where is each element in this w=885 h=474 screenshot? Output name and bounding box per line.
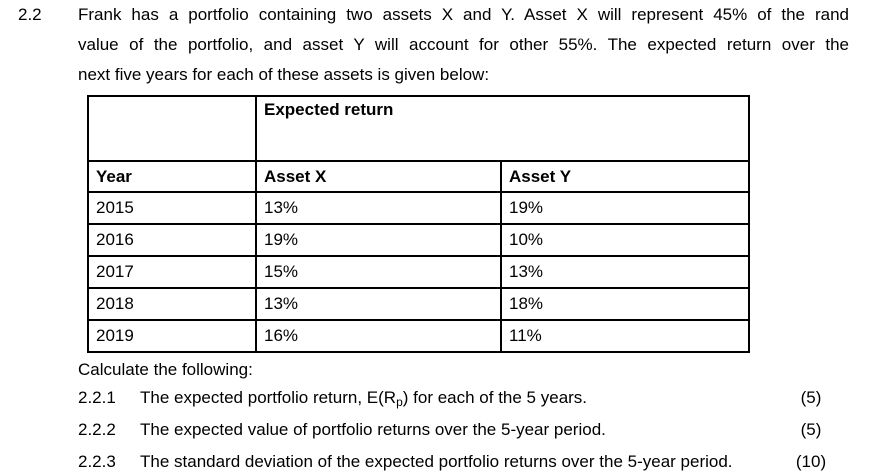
table-row: 2016 19% 10% [87,223,750,257]
empty-corner-cell [87,95,257,162]
asset-x-cell: 16% [255,319,502,353]
year-cell: 2016 [87,223,257,257]
asset-y-cell: 11% [500,319,750,353]
subquestion-text-pre: The expected value of portfolio returns … [140,420,606,439]
question-paragraph: Frank has a portfolio containing two ass… [78,0,849,90]
col-header-year: Year [87,160,257,193]
table-column-header-row: Year Asset X Asset Y [87,160,750,193]
table-row: 2015 13% 19% [87,191,750,225]
subquestion-number: 2.2.2 [78,420,116,439]
asset-y-cell: 10% [500,223,750,257]
marks-badge: (5) [800,388,822,407]
asset-x-cell: 19% [255,223,502,257]
subquestion-text-pre: The standard deviation of the expected p… [140,452,733,471]
asset-y-cell: 19% [500,191,750,225]
table-row: 2019 16% 11% [87,319,750,353]
year-cell: 2015 [87,191,257,225]
col-header-asset-y: Asset Y [500,160,750,193]
year-cell: 2018 [87,287,257,321]
subscript-p: p [396,395,403,409]
marks-badge: (10) [795,452,827,471]
paragraph-line: value of the portfolio, and asset Y will… [78,35,849,54]
table-row: 2018 13% 18% [87,287,750,321]
table-row: 2017 15% 13% [87,255,750,289]
subquestion-2-2-1: 2.2.1 The expected portfolio return, E(R… [78,388,839,408]
asset-x-cell: 15% [255,255,502,289]
year-cell: 2019 [87,319,257,353]
asset-y-cell: 18% [500,287,750,321]
subquestion-2-2-3: 2.2.3 The standard deviation of the expe… [78,452,839,472]
subquestion-text: The standard deviation of the expected p… [140,452,783,472]
expected-return-header-cell: Expected return [255,95,750,162]
subquestion-text-pre: The expected portfolio return, E(R [140,388,397,407]
col-header-asset-x: Asset X [255,160,502,193]
subquestion-2-2-2: 2.2.2 The expected value of portfolio re… [78,420,839,440]
question-number: 2.2 [18,5,42,24]
subquestion-number: 2.2.1 [78,388,116,407]
instruction-text: Calculate the following: [78,360,253,379]
expected-returns-table: Expected return Year Asset X Asset Y 201… [87,95,750,353]
asset-x-cell: 13% [255,191,502,225]
subquestion-number: 2.2.3 [78,452,116,471]
asset-x-cell: 13% [255,287,502,321]
paragraph-line: next five years for each of these assets… [78,65,490,84]
paragraph-line: Frank has a portfolio containing two ass… [78,5,849,24]
subquestion-text: The expected portfolio return, E(Rp) for… [140,388,783,408]
marks-badge: (5) [800,420,822,439]
asset-y-cell: 13% [500,255,750,289]
subquestion-text-post: ) for each of the 5 years. [402,388,588,407]
year-cell: 2017 [87,255,257,289]
subquestion-text: The expected value of portfolio returns … [140,420,783,440]
table-merged-header-row: Expected return [87,95,750,162]
